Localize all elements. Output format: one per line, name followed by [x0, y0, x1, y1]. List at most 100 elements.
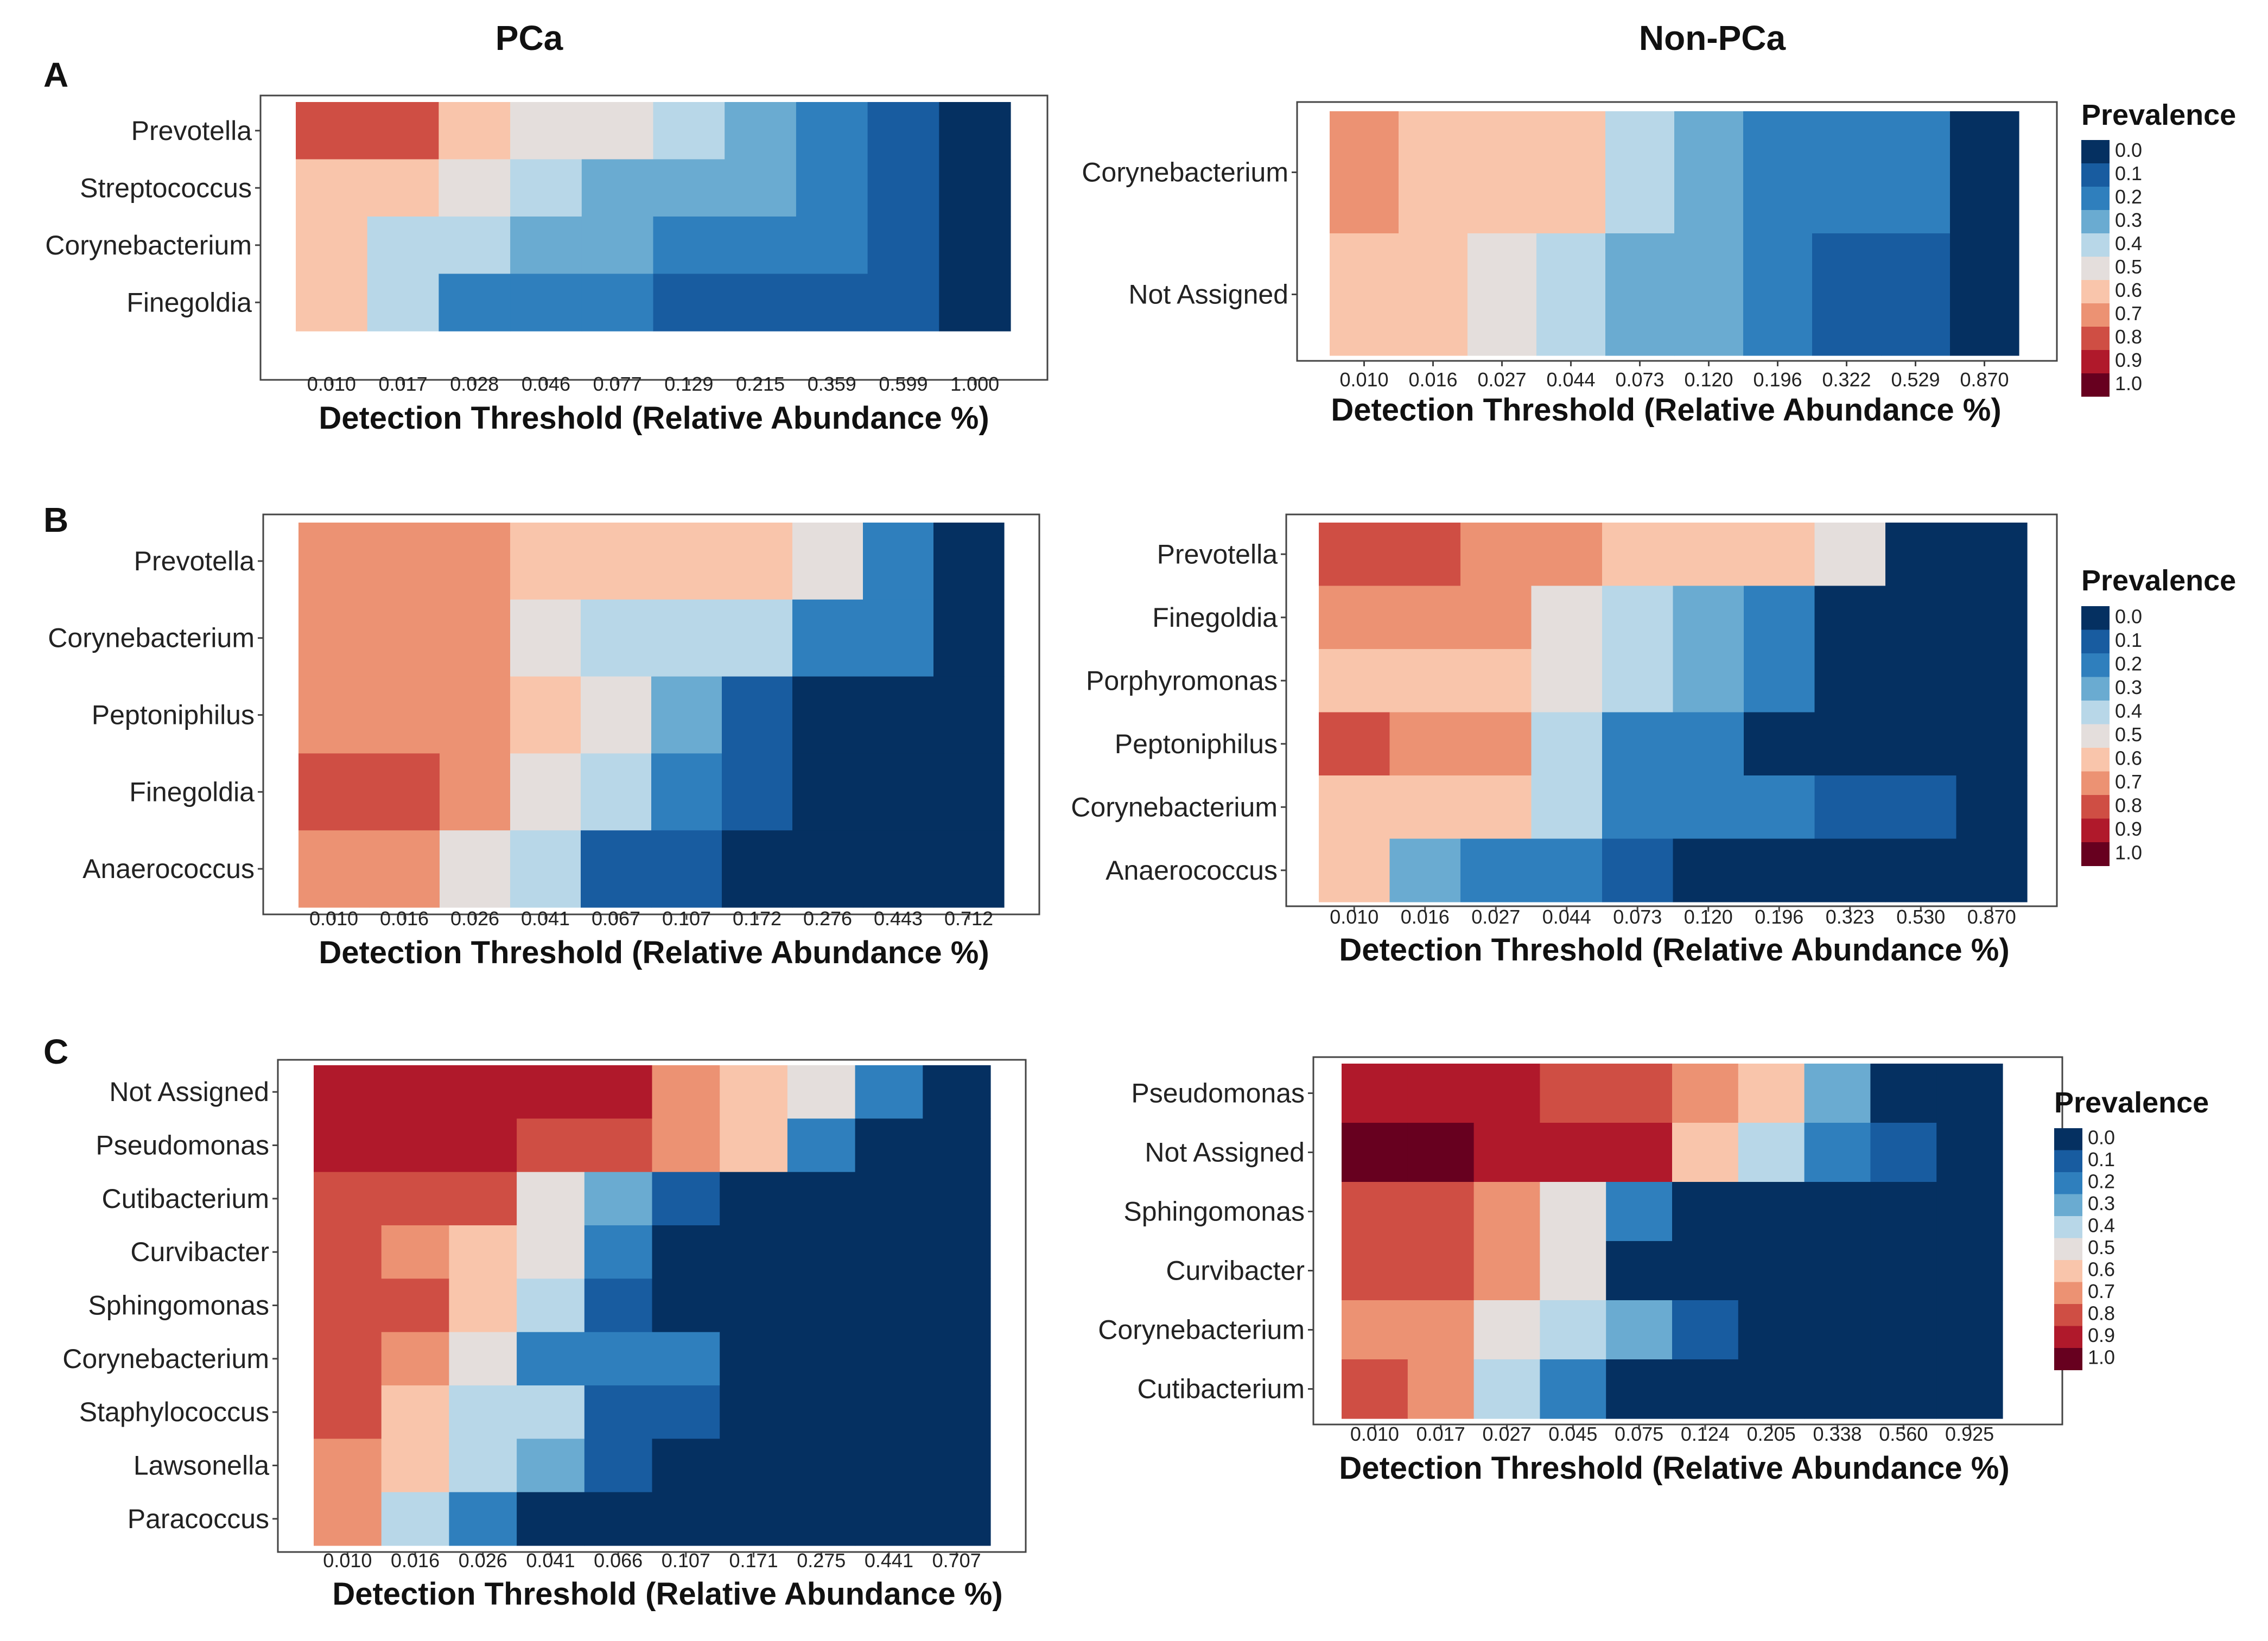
heatmap-cell [449, 1118, 517, 1173]
heatmap-cell [653, 102, 725, 160]
heatmap-cell [1407, 1123, 1475, 1182]
heatmap-cell [1531, 523, 1603, 587]
legend-label: 0.1 [2088, 1148, 2115, 1171]
legend-label: 0.9 [2115, 818, 2142, 840]
heatmap-cell [1389, 712, 1461, 776]
legend-swatch [2081, 350, 2110, 373]
heatmap-cell [939, 102, 1011, 160]
heatmap-cell [787, 1279, 856, 1333]
x-tick-label: 0.107 [662, 907, 711, 930]
heatmap-cell [1738, 1300, 1805, 1360]
heatmap-cell [314, 1439, 382, 1493]
heatmap-cell [933, 599, 1005, 677]
heatmap-cell [1540, 1064, 1606, 1123]
heatmap-cell [863, 523, 934, 600]
heatmap-cell [651, 830, 722, 908]
x-tick-label: 0.010 [1339, 368, 1388, 391]
heatmap-cell [381, 1172, 449, 1226]
heatmap-cell [1738, 1359, 1805, 1419]
heatmap-cell [1319, 838, 1390, 902]
row-label: Prevotella [1157, 539, 1278, 569]
heatmap-cell [1473, 1359, 1540, 1419]
legend-swatch [2081, 771, 2110, 796]
heatmap-cell [1885, 838, 1957, 902]
x-tick-label: 0.707 [932, 1549, 981, 1572]
x-tick-label: 0.016 [391, 1549, 440, 1572]
x-tick-label: 0.171 [729, 1549, 778, 1572]
legend-label: 0.5 [2115, 723, 2142, 746]
heatmap-cell [440, 599, 511, 677]
heatmap-cell [1885, 712, 1957, 776]
heatmap-cell [1389, 523, 1461, 587]
x-tick-label: 0.712 [944, 907, 993, 930]
x-tick-label: 0.196 [1753, 368, 1802, 391]
heatmap-cell [933, 753, 1005, 831]
row-label: Paracoccus [128, 1504, 269, 1534]
row-label: Not Assigned [109, 1077, 269, 1107]
heatmap-cell [1342, 1064, 1408, 1123]
heatmap-cell [296, 159, 368, 217]
x-tick-label: 0.107 [662, 1549, 710, 1572]
heatmap-cell [440, 830, 511, 908]
x-tick-label: 0.124 [1681, 1423, 1730, 1445]
heatmap-cell [581, 599, 652, 677]
heatmap-cell [439, 274, 511, 332]
heatmap-cell [440, 676, 511, 754]
heatmap-cell [1467, 111, 1537, 234]
heatmap-cell [653, 159, 725, 217]
legend-swatch [2081, 373, 2110, 397]
heatmap-cell [863, 830, 934, 908]
heatmap-c-non-pca: Pseudomonas Not Assigned Sphingomonas Curvi… [1098, 1056, 2209, 1486]
heatmap-cell [652, 1065, 720, 1119]
heatmap-cell [1936, 1182, 2003, 1242]
heatmap-cell [510, 217, 582, 275]
heatmap-cell [1870, 1182, 1937, 1242]
heatmap-cell [1389, 649, 1461, 713]
heatmap-cell [725, 102, 797, 160]
heatmap-cell [722, 599, 793, 677]
heatmap-cell [1956, 712, 2028, 776]
heatmap-cell [1606, 1359, 1673, 1419]
x-tick-label: 0.075 [1615, 1423, 1663, 1445]
x-tick-label: 0.870 [1967, 906, 2016, 928]
row-label: Porphyromonas [1086, 665, 1278, 696]
x-tick-label: 0.338 [1813, 1423, 1862, 1445]
heatmap-cell [298, 830, 370, 908]
column-title-non-pca: Non-PCa [1639, 18, 1786, 58]
prevalence-legend: Prevalence 0.00.10.20.30.40.50.60.70.80.9… [2081, 99, 2236, 397]
heatmap-cell [1673, 586, 1744, 650]
x-axis-title: Detection Threshold (Relative Abundance … [1331, 392, 2001, 428]
row-label: Cutibacterium [1138, 1374, 1305, 1404]
heatmap-cell [581, 274, 654, 332]
prevalence-legend: Prevalence 0.00.10.20.30.40.50.60.70.80.9… [2054, 1086, 2209, 1370]
heatmap-cell [314, 1332, 382, 1386]
heatmap-cell [1936, 1300, 2003, 1360]
x-tick-label: 0.027 [1477, 368, 1526, 391]
heatmap-cell [1804, 1241, 1871, 1301]
heatmap-cell [440, 753, 511, 831]
heatmap-cell [923, 1439, 991, 1493]
heatmap-cell [1956, 649, 2028, 713]
heatmap-cell [787, 1118, 856, 1173]
heatmap-cell [1540, 1123, 1606, 1182]
heatmap-cell [939, 159, 1011, 217]
heatmap-cell [1672, 1123, 1739, 1182]
heatmap-cell [296, 274, 368, 332]
row-label: Pseudomonas [1131, 1078, 1305, 1109]
heatmap-cell [1540, 1300, 1606, 1360]
legend-label: 0.4 [2088, 1214, 2115, 1237]
heatmap-cell [1950, 111, 2019, 234]
legend-label: 0.2 [2115, 653, 2142, 675]
heatmap-cell [1870, 1300, 1937, 1360]
heatmap-cell [1936, 1241, 2003, 1301]
x-tick-label: 0.322 [1822, 368, 1871, 391]
heatmap-cell [1531, 649, 1603, 713]
heatmap-cell [1602, 586, 1674, 650]
heatmap-cell [923, 1065, 991, 1119]
row-label: Corynebacterium [1082, 157, 1288, 188]
row-label: Staphylococcus [79, 1397, 269, 1427]
heatmap-cell [1804, 1064, 1871, 1123]
heatmap-cell [1602, 838, 1674, 902]
legend-swatch [2081, 818, 2110, 843]
